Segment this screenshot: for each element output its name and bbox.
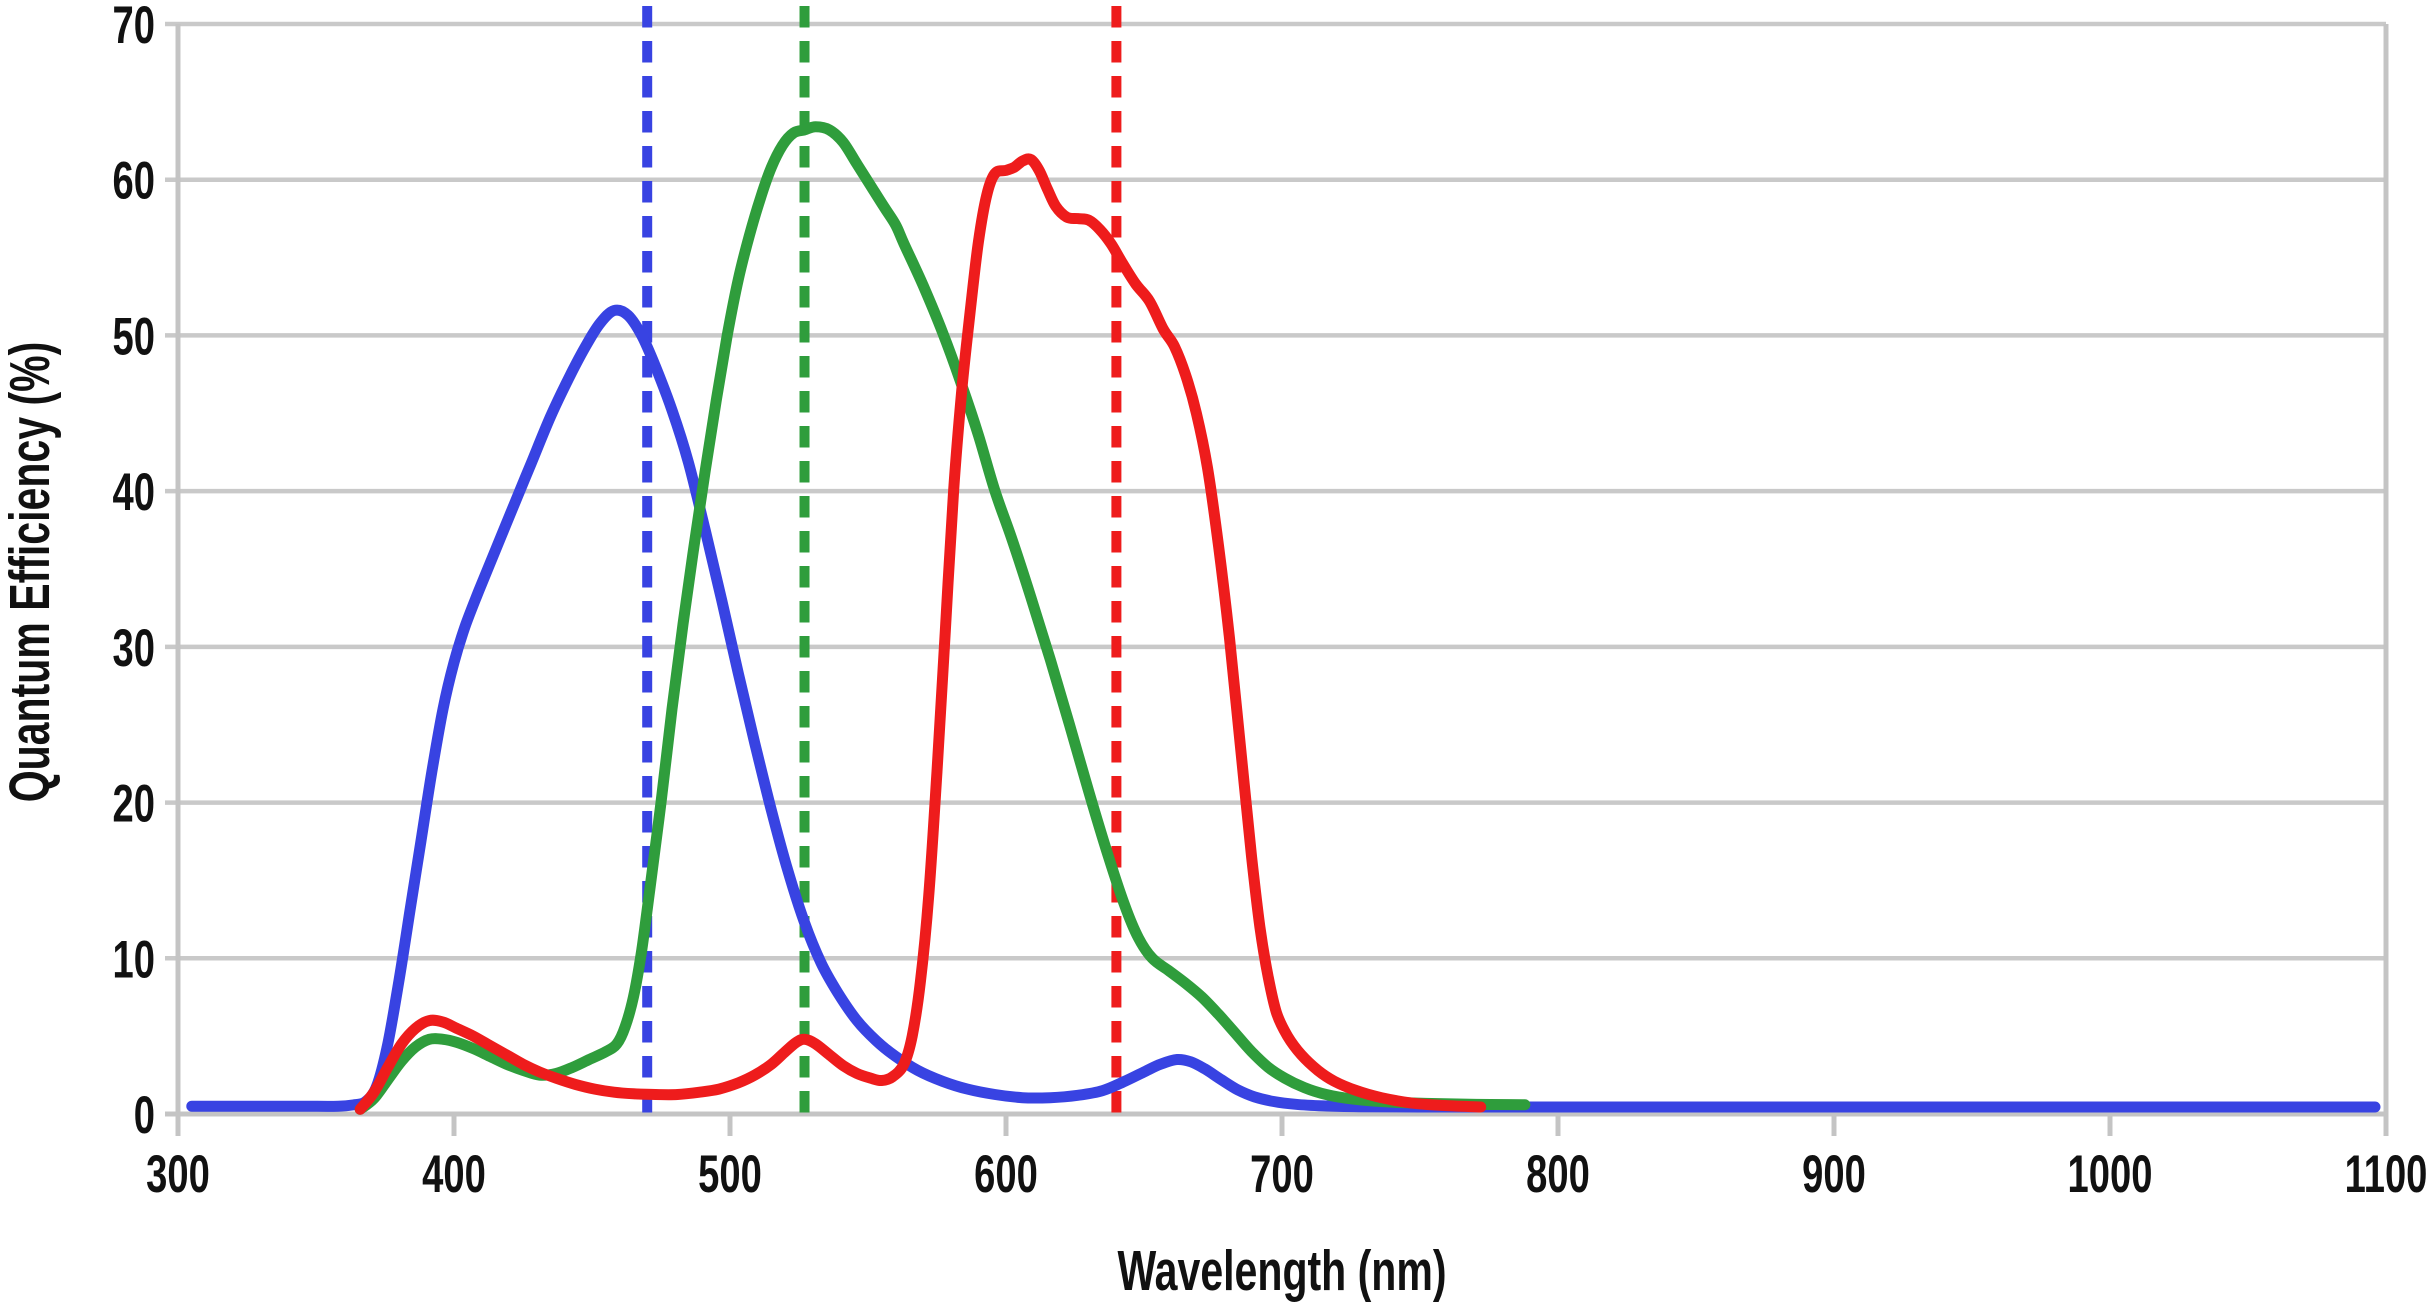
y-tick-label-30: 30 <box>113 618 155 678</box>
y-axis-title: Quantum Efficiency (%) <box>0 341 62 803</box>
y-tick-label-40: 40 <box>113 462 155 522</box>
x-tick-label-800: 800 <box>1526 1144 1590 1204</box>
y-tick-label-0: 0 <box>134 1085 155 1145</box>
x-axis-title: Wavelength (nm) <box>1117 1239 1447 1303</box>
red-channel-qe-curve <box>354 153 1487 1115</box>
x-tick-label-300: 300 <box>146 1144 210 1204</box>
x-tick-label-500: 500 <box>698 1144 762 1204</box>
x-tick-label-1100: 1100 <box>2345 1144 2427 1204</box>
x-tick-label-700: 700 <box>1250 1144 1314 1204</box>
y-tick-label-20: 20 <box>113 773 155 833</box>
x-tick-label-1000: 1000 <box>2068 1144 2153 1204</box>
blue-channel-qe-curve <box>186 304 2381 1113</box>
x-tick-label-900: 900 <box>1802 1144 1866 1204</box>
x-tick-label-400: 400 <box>422 1144 486 1204</box>
x-tick-label-600: 600 <box>974 1144 1038 1204</box>
y-tick-label-50: 50 <box>113 306 155 366</box>
y-tick-label-70: 70 <box>113 0 155 54</box>
y-tick-label-10: 10 <box>113 929 155 989</box>
y-tick-label-60: 60 <box>113 151 155 211</box>
